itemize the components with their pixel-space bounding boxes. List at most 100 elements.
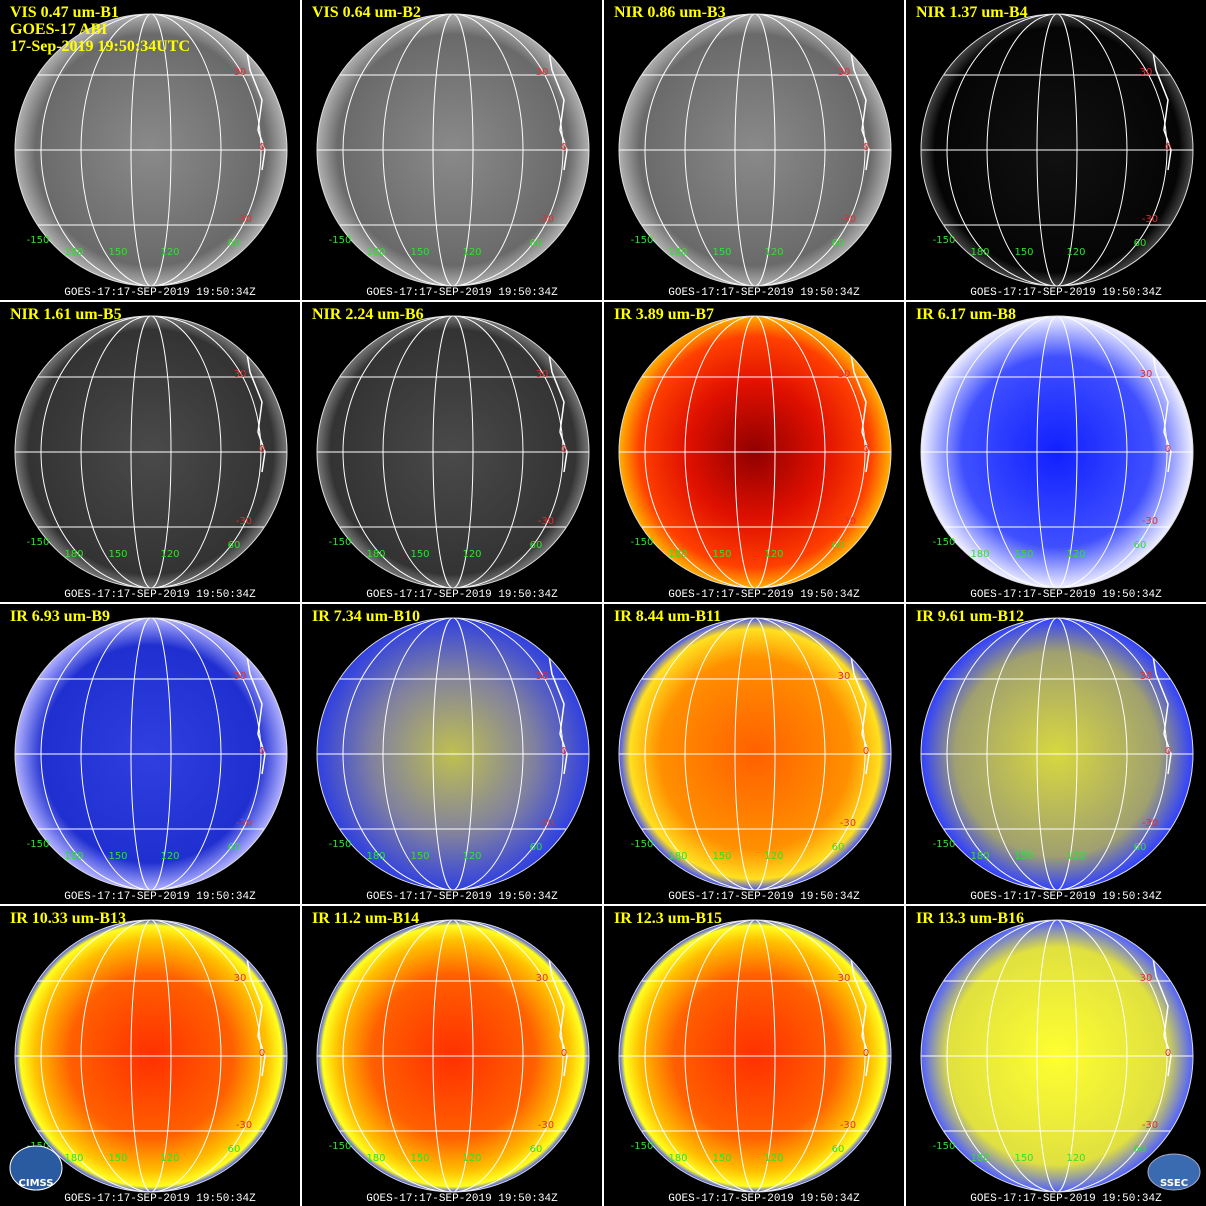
longitude-line	[130, 316, 172, 588]
longitude-line	[1036, 920, 1078, 1192]
longitude-line	[40, 316, 262, 588]
longitude-line	[986, 316, 1128, 588]
longitude-line	[1036, 14, 1078, 286]
latitude-label: -30	[840, 818, 856, 829]
footer: GOES-17:17-SEP-2019 19:50:34Z	[366, 891, 558, 903]
globe-rim	[316, 919, 590, 1193]
longitude-label: 180	[668, 1153, 687, 1164]
latitude-label: 0	[259, 746, 265, 757]
band-title: IR 9.61 um-B12	[916, 608, 1024, 625]
band-panel: 30 0 -30 -150 180 150 120 60 IR 12.3 um-B15 GOES-…	[604, 906, 904, 1206]
longitude-label: 120	[1066, 247, 1085, 258]
graticule	[317, 316, 589, 588]
longitude-line	[130, 618, 172, 890]
longitude-label: 120	[160, 549, 179, 560]
longitude-label: 60	[1134, 540, 1147, 551]
band-title: IR 10.33 um-B13	[10, 910, 126, 927]
longitude-label: -150	[329, 537, 352, 548]
longitude-label: 120	[160, 247, 179, 258]
longitude-line	[644, 316, 866, 588]
longitude-label: 60	[1134, 238, 1147, 249]
longitude-label: -150	[27, 839, 50, 850]
footer: GOES-17:17-SEP-2019 19:50:34Z	[366, 1193, 558, 1205]
longitude-label: 150	[410, 247, 429, 258]
longitude-line	[986, 618, 1128, 890]
longitude-label: 180	[64, 1153, 83, 1164]
latitude-label: -30	[1142, 516, 1158, 527]
band-panel: 30 0 -30 -150 180 150 120 60 NIR 2.24 um-B6 GOES-…	[302, 302, 602, 602]
longitude-label: 60	[530, 540, 543, 551]
longitude-label: 180	[668, 549, 687, 560]
logo-badge	[1147, 1153, 1201, 1191]
longitude-label: 120	[764, 247, 783, 258]
longitude-label: 150	[108, 1153, 127, 1164]
latitude-label: 0	[863, 444, 869, 455]
longitude-line	[734, 920, 776, 1192]
longitude-label: 180	[64, 549, 83, 560]
band-panel: 30 0 -30 -150 180 150 120 60 IR 11.2 um-B14 GOES-…	[302, 906, 602, 1206]
longitude-line	[40, 14, 262, 286]
latitude-label: 0	[561, 746, 567, 757]
latitude-label: -30	[1142, 1120, 1158, 1131]
latitude-label: 0	[259, 444, 265, 455]
latitude-label: -30	[538, 818, 554, 829]
longitude-line	[382, 14, 524, 286]
longitude-line	[1036, 316, 1078, 588]
longitude-label: 180	[970, 1153, 989, 1164]
latitude-label: 0	[863, 142, 869, 153]
longitude-label: 150	[410, 1153, 429, 1164]
band-title: IR 7.34 um-B10	[312, 608, 420, 625]
longitude-label: 120	[764, 1153, 783, 1164]
band-title: VIS 0.47 um-B1	[10, 4, 119, 21]
longitude-label: 180	[668, 851, 687, 862]
band-title: IR 6.17 um-B8	[916, 306, 1016, 323]
band-panel: 30 0 -30 -150 180 150 120 60 IR 9.61 um-B12 GOES-…	[906, 604, 1206, 904]
longitude-line	[734, 316, 776, 588]
longitude-label: 150	[108, 851, 127, 862]
longitude-line	[40, 618, 262, 890]
globe-rim	[920, 617, 1194, 891]
graticule	[15, 14, 287, 286]
longitude-label: 150	[1014, 247, 1033, 258]
latitude-label: -30	[236, 516, 252, 527]
latitude-label: -30	[840, 214, 856, 225]
globe-rim	[14, 315, 288, 589]
band-panel: 30 0 -30 -150 180 150 120 60 IR 13.3 um-B16 GOES-…	[906, 906, 1206, 1206]
logo-ssec: SSEC	[1160, 1178, 1188, 1189]
footer: GOES-17:17-SEP-2019 19:50:34Z	[970, 1193, 1162, 1205]
longitude-line	[644, 920, 866, 1192]
longitude-label: 120	[160, 851, 179, 862]
footer: GOES-17:17-SEP-2019 19:50:34Z	[64, 287, 256, 299]
longitude-line	[986, 14, 1128, 286]
band-title: NIR 1.37 um-B4	[916, 4, 1028, 21]
longitude-label: 60	[530, 1144, 543, 1155]
band-title: IR 8.44 um-B11	[614, 608, 721, 625]
longitude-line	[382, 316, 524, 588]
globe-rim	[14, 617, 288, 891]
latitude-label: 30	[838, 67, 851, 78]
latitude-label: -30	[1142, 818, 1158, 829]
longitude-label: 180	[64, 851, 83, 862]
longitude-line	[644, 618, 866, 890]
footer: GOES-17:17-SEP-2019 19:50:34Z	[970, 891, 1162, 903]
graticule	[921, 316, 1193, 588]
globe-rim	[920, 919, 1194, 1193]
longitude-label: 150	[1014, 549, 1033, 560]
longitude-label: 120	[462, 1153, 481, 1164]
longitude-label: 150	[410, 851, 429, 862]
graticule	[921, 920, 1193, 1192]
footer: GOES-17:17-SEP-2019 19:50:34Z	[64, 589, 256, 601]
latitude-label: 0	[863, 746, 869, 757]
logo-badge	[9, 1145, 63, 1191]
longitude-label: -150	[933, 1141, 956, 1152]
longitude-line	[80, 14, 222, 286]
latitude-label: 30	[536, 671, 549, 682]
footer: GOES-17:17-SEP-2019 19:50:34Z	[668, 891, 860, 903]
longitude-label: 120	[764, 851, 783, 862]
longitude-line	[342, 316, 564, 588]
globe-rim	[618, 315, 892, 589]
longitude-line	[80, 618, 222, 890]
band-panel: 30 0 -30 -150 180 150 120 60 IR 6.93 um-B9 GOES-1…	[0, 604, 300, 904]
